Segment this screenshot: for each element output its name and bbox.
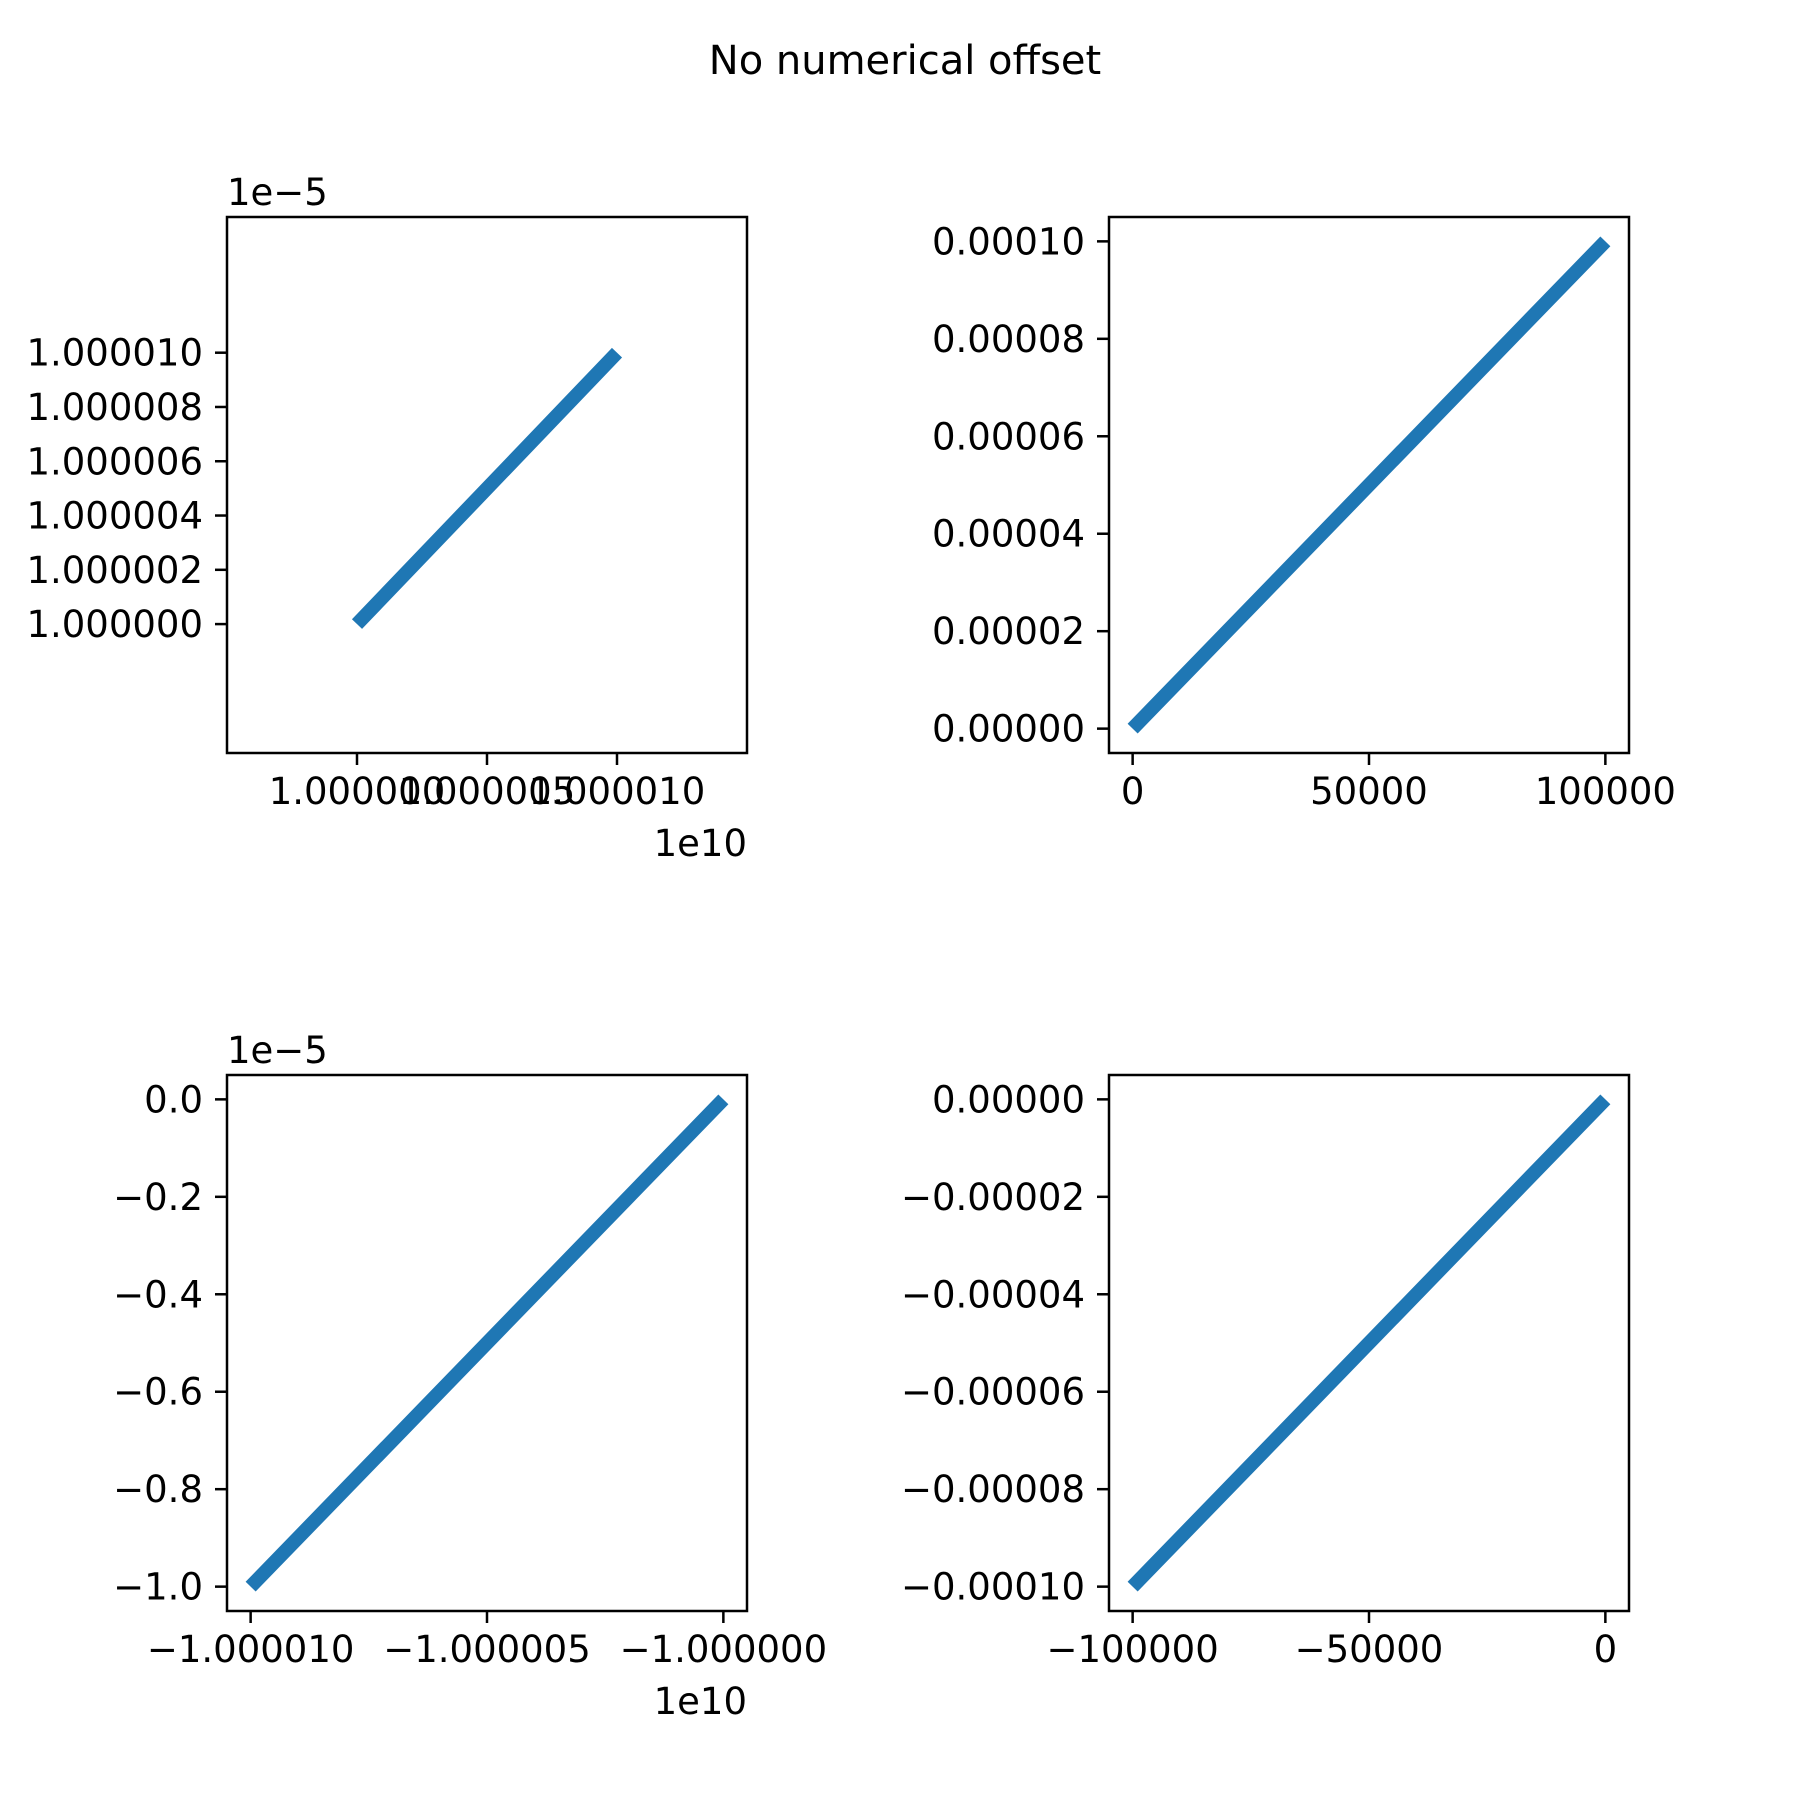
y-tick-label: 1.000002: [26, 549, 203, 592]
x-tick-label: −100000: [1047, 1628, 1219, 1671]
y-tick-label: −0.00006: [901, 1371, 1085, 1414]
y-tick-label: 1.000006: [26, 440, 203, 483]
y-tick-label: 1.000008: [26, 386, 203, 429]
x-tick-label: 100000: [1535, 770, 1676, 813]
y-tick-label: 0.00010: [932, 220, 1085, 263]
y-tick-label: 0.00008: [932, 318, 1085, 361]
y-offset-label: 1e−5: [227, 171, 328, 214]
y-tick-label: 0.00000: [932, 1078, 1085, 1121]
series-line-1: [351, 347, 623, 629]
y-tick-label: 0.00006: [932, 415, 1085, 458]
subplots: 1.0000001.0000051.0000101.0000001.000002…: [26, 171, 1676, 1723]
y-tick-label: 0.00002: [932, 610, 1085, 653]
y-tick-label: −0.00010: [901, 1566, 1085, 1609]
y-tick-label: 1.000010: [26, 332, 203, 375]
y-tick-label: −0.00002: [901, 1176, 1085, 1219]
subplot-3: −1.000010 −1.000005 −1.000000 0.0 −0.2 −0.4 −0…: [113, 1029, 827, 1723]
y-tick-label: 1.000000: [26, 603, 203, 646]
y-tick-label: 1.000004: [26, 495, 203, 538]
y-tick-label: 0.0: [144, 1078, 203, 1121]
subplot-1: 1.0000001.0000051.0000101.0000001.000002…: [26, 171, 749, 865]
x-offset-label: 1e10: [654, 1680, 747, 1723]
y-tick-label: −0.8: [113, 1468, 203, 1511]
x-tick-label: −1.000005: [383, 1628, 591, 1671]
x-tick-label: 50000: [1310, 770, 1428, 813]
y-tick-label: 0.00000: [932, 708, 1085, 751]
y-tick-label: −1.0: [113, 1566, 203, 1609]
x-tick-label: 0: [1121, 770, 1145, 813]
subplot-4: −100000 −50000 0 0.00000 −0.00002 −0.00004 −0.…: [901, 1073, 1631, 1671]
series-line-3: [245, 1094, 729, 1592]
x-tick-label: −50000: [1295, 1628, 1444, 1671]
x-offset-label: 1e10: [654, 822, 747, 865]
x-tick-label: −1.000000: [620, 1628, 828, 1671]
y-tick-label: −0.4: [113, 1273, 203, 1316]
x-tick-label: −1.000010: [147, 1628, 355, 1671]
y-tick-label: −0.2: [113, 1176, 203, 1219]
figure-title: No numerical offset: [709, 38, 1101, 84]
series-line-4: [1127, 1094, 1611, 1592]
y-tick-label: 0.00004: [932, 513, 1085, 556]
y-offset-label: 1e−5: [227, 1029, 328, 1072]
series-line-2: [1127, 236, 1611, 734]
x-tick-label: 1.000000: [269, 770, 446, 813]
y-tick-label: −0.00004: [901, 1273, 1085, 1316]
x-tick-label: 1.000010: [529, 770, 706, 813]
y-tick-label: −0.6: [113, 1371, 203, 1414]
x-tick-label: 0: [1594, 1628, 1618, 1671]
subplot-2: 0 50000 100000 0.00000 0.00002 0.00004 0.00006…: [932, 215, 1676, 813]
y-tick-label: −0.00008: [901, 1468, 1085, 1511]
x-tick-label: 1.000005: [399, 770, 576, 813]
